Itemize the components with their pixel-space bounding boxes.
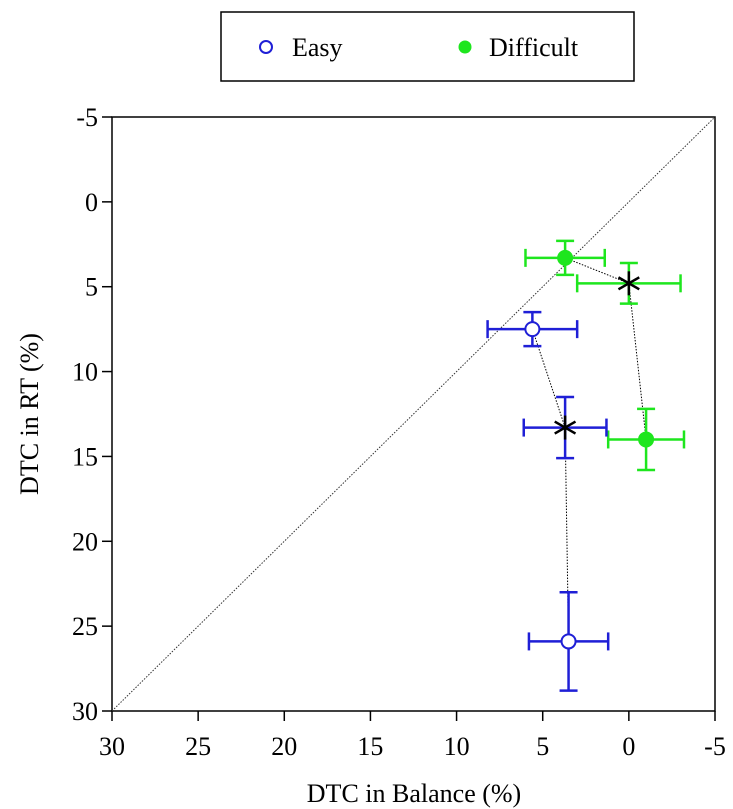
mean-1-asterisk xyxy=(554,415,577,440)
legend-box xyxy=(220,11,635,82)
y-tick-label: 20 xyxy=(72,527,98,556)
plot-area-frame xyxy=(111,116,716,712)
y-tick-label: 5 xyxy=(85,273,98,302)
legend-difficult-marker xyxy=(458,40,472,54)
connector-line xyxy=(564,257,630,284)
x-tick-label: 10 xyxy=(444,732,470,761)
x-tick-label: 20 xyxy=(271,732,297,761)
x-tick-label: 25 xyxy=(185,732,211,761)
legend-easy-label: Easy xyxy=(292,33,343,62)
difficult-point-marker xyxy=(638,431,655,448)
ticks: 30 25 20 15 10 5 0 -5 -5 0 5 10 15 20 25 30 xyxy=(72,103,726,761)
y-axis-title: DTC in RT (%) xyxy=(15,333,44,495)
y-tick-label: 0 xyxy=(85,188,98,217)
legend-easy-marker xyxy=(259,40,273,54)
y-tick-label: -5 xyxy=(76,103,98,132)
y-tick-label: 30 xyxy=(72,697,98,726)
easy-point-marker xyxy=(524,321,541,338)
difficult-point-marker xyxy=(557,249,574,266)
x-tick-label: 5 xyxy=(536,732,549,761)
asterisk-stroke xyxy=(617,276,640,291)
y-tick-label: 10 xyxy=(72,358,98,387)
x-tick-label: 15 xyxy=(357,732,383,761)
y-tick-label: 15 xyxy=(72,442,98,471)
asterisk-stroke xyxy=(554,420,577,435)
x-tick-label: 0 xyxy=(622,732,635,761)
x-tick-label: -5 xyxy=(704,732,726,761)
x-axis-title: DTC in Balance (%) xyxy=(307,779,521,808)
y-tick-label: 25 xyxy=(72,612,98,641)
x-tick-label: 30 xyxy=(99,732,125,761)
connector-line xyxy=(531,328,566,428)
identity-line xyxy=(111,116,716,712)
legend-difficult-label: Difficult xyxy=(489,33,579,62)
marks xyxy=(486,239,686,692)
mean-2-asterisk xyxy=(617,271,640,296)
connectors xyxy=(531,257,647,642)
legend: Easy Difficult xyxy=(220,11,635,82)
easy-point-marker xyxy=(560,633,577,650)
connector-line xyxy=(628,283,647,440)
